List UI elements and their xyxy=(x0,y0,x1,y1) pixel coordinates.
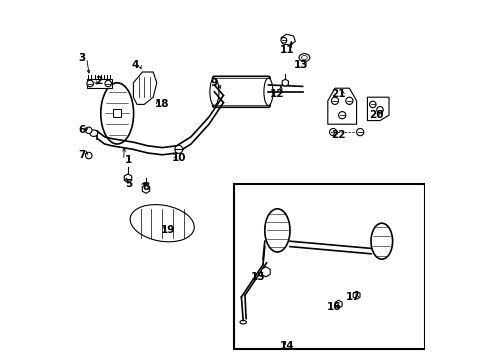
Text: 5: 5 xyxy=(125,179,133,189)
Circle shape xyxy=(281,37,287,43)
Text: 12: 12 xyxy=(270,89,284,99)
Circle shape xyxy=(105,80,111,87)
Text: 13: 13 xyxy=(294,60,308,70)
Text: 22: 22 xyxy=(331,130,346,140)
Text: 18: 18 xyxy=(155,99,170,109)
Bar xyxy=(234,184,425,349)
Ellipse shape xyxy=(130,204,194,242)
Text: 21: 21 xyxy=(331,89,346,99)
Text: 8: 8 xyxy=(143,182,149,192)
Ellipse shape xyxy=(264,78,273,105)
Ellipse shape xyxy=(86,127,92,134)
Circle shape xyxy=(369,101,376,108)
Circle shape xyxy=(331,97,339,104)
Text: 11: 11 xyxy=(280,45,294,55)
Ellipse shape xyxy=(90,130,98,136)
Ellipse shape xyxy=(210,78,219,105)
FancyBboxPatch shape xyxy=(213,76,270,107)
Polygon shape xyxy=(262,267,270,277)
Text: 3: 3 xyxy=(79,53,86,63)
Circle shape xyxy=(377,107,383,113)
Polygon shape xyxy=(335,300,342,308)
Text: 9: 9 xyxy=(211,78,218,88)
Text: 2: 2 xyxy=(96,76,103,86)
Ellipse shape xyxy=(371,223,392,259)
Polygon shape xyxy=(282,79,289,86)
Text: 15: 15 xyxy=(250,272,265,282)
Text: 7: 7 xyxy=(78,150,86,160)
Text: 20: 20 xyxy=(369,110,384,120)
Circle shape xyxy=(87,80,94,87)
Polygon shape xyxy=(142,185,150,193)
Ellipse shape xyxy=(175,145,183,153)
Circle shape xyxy=(346,97,353,104)
Bar xyxy=(113,109,121,117)
Circle shape xyxy=(330,129,337,136)
Ellipse shape xyxy=(299,54,310,62)
Text: 17: 17 xyxy=(345,292,360,302)
Text: 4: 4 xyxy=(131,60,139,70)
Polygon shape xyxy=(281,34,295,45)
Circle shape xyxy=(357,129,364,136)
Text: 19: 19 xyxy=(160,225,175,235)
Circle shape xyxy=(339,112,346,119)
Polygon shape xyxy=(87,79,112,88)
Polygon shape xyxy=(368,97,389,121)
Text: 10: 10 xyxy=(172,153,187,163)
Polygon shape xyxy=(133,72,157,104)
Ellipse shape xyxy=(240,320,246,324)
Ellipse shape xyxy=(265,209,290,252)
Ellipse shape xyxy=(101,83,134,144)
Text: 16: 16 xyxy=(327,302,342,312)
Ellipse shape xyxy=(86,152,92,159)
Polygon shape xyxy=(124,174,132,183)
Ellipse shape xyxy=(301,55,307,60)
Polygon shape xyxy=(353,291,360,299)
Polygon shape xyxy=(328,88,357,124)
Text: 6: 6 xyxy=(79,125,86,135)
Text: 14: 14 xyxy=(280,341,295,351)
Text: 1: 1 xyxy=(124,155,132,165)
